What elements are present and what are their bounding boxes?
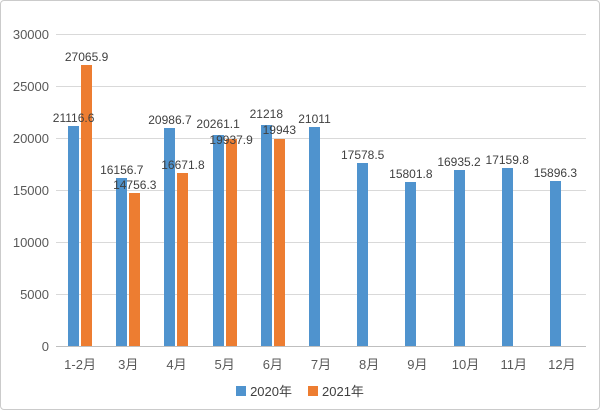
bar-2021年-1-2月 xyxy=(81,64,93,346)
bar-2020年-12月 xyxy=(549,180,561,346)
legend: 2020年 2021年 xyxy=(1,381,599,400)
x-tick-label-11月: 11月 xyxy=(500,357,527,372)
data-label-2021年-1-2月: 27065.9 xyxy=(64,49,109,64)
bar-2020年-9月 xyxy=(405,181,417,346)
gridline xyxy=(56,190,586,191)
y-tick-label: 30000 xyxy=(12,27,49,42)
y-tick-label: 0 xyxy=(41,339,49,354)
x-tick-label-12月: 12月 xyxy=(548,357,576,372)
y-tick-label: 20000 xyxy=(12,131,49,146)
x-tick-label-1-2月: 1-2月 xyxy=(64,357,96,372)
legend-item-2020: 2020年 xyxy=(236,381,292,400)
x-axis-line xyxy=(56,346,586,347)
data-label-2021年-5月: 19937.9 xyxy=(209,133,253,148)
bar-2020年-7月 xyxy=(309,127,320,346)
data-label-2020年-10月: 16935.2 xyxy=(437,154,481,169)
x-tick-label-6月: 6月 xyxy=(262,357,283,372)
bar-2021年-3月 xyxy=(129,192,141,346)
legend-label-2020: 2020年 xyxy=(250,384,292,399)
bar-2020年-5月 xyxy=(212,135,224,346)
bar-2020年-10月 xyxy=(453,169,465,346)
data-label-2020年-1-2月: 21116.6 xyxy=(52,111,95,126)
y-tick-label: 5000 xyxy=(20,287,49,302)
data-label-2020年-9月: 15801.8 xyxy=(389,166,433,181)
bar-2020年-4月 xyxy=(164,127,176,346)
data-label-2020年-4月: 20986.7 xyxy=(148,112,192,127)
x-tick-label-3月: 3月 xyxy=(118,357,139,372)
gridline xyxy=(56,34,586,35)
x-tick-label-9月: 9月 xyxy=(407,357,428,372)
bar-2020年-8月 xyxy=(357,163,369,346)
bar-2020年-3月 xyxy=(116,177,128,346)
bar-2020年-11月 xyxy=(501,167,513,346)
x-tick-label-10月: 10月 xyxy=(451,357,480,372)
data-label-2020年-6月: 21218 xyxy=(249,107,283,122)
data-label-2020年-8月: 17578.5 xyxy=(340,148,385,163)
legend-swatch-2020-icon xyxy=(236,385,247,396)
bar-2021年-6月 xyxy=(273,138,285,346)
data-label-2021年-6月: 19943 xyxy=(262,123,296,138)
x-tick-label-7月: 7月 xyxy=(310,357,332,372)
data-label-2020年-12月: 15896.3 xyxy=(533,165,578,180)
gridline xyxy=(56,86,586,87)
y-tick-label: 25000 xyxy=(12,79,49,94)
data-label-2020年-3月: 16156.7 xyxy=(100,162,144,177)
bar-2021年-4月 xyxy=(177,172,189,346)
x-tick-label-4月: 4月 xyxy=(166,357,187,372)
y-tick-label: 15000 xyxy=(12,183,49,198)
y-tick-label: 10000 xyxy=(12,235,49,250)
data-label-2021年-4月: 16671.8 xyxy=(161,157,205,172)
x-tick-label-8月: 8月 xyxy=(359,357,380,372)
gridline xyxy=(56,242,586,243)
legend-swatch-2021-icon xyxy=(308,385,318,396)
data-label-2020年-5月: 20261.1 xyxy=(196,117,240,132)
data-label-2021年-3月: 14756.3 xyxy=(113,177,157,192)
data-label-2020年-7月: 21011 xyxy=(298,112,331,127)
bar-2020年-1-2月 xyxy=(68,126,80,346)
bar-2021年-5月 xyxy=(225,138,237,346)
legend-label-2021: 2021年 xyxy=(322,384,364,399)
gridline xyxy=(56,294,586,295)
legend-item-2021: 2021年 xyxy=(308,381,364,400)
gridline xyxy=(56,138,586,139)
x-tick-label-5月: 5月 xyxy=(214,357,235,372)
bar-2020年-6月 xyxy=(260,125,272,346)
data-label-2020年-11月: 17159.8 xyxy=(485,152,529,167)
